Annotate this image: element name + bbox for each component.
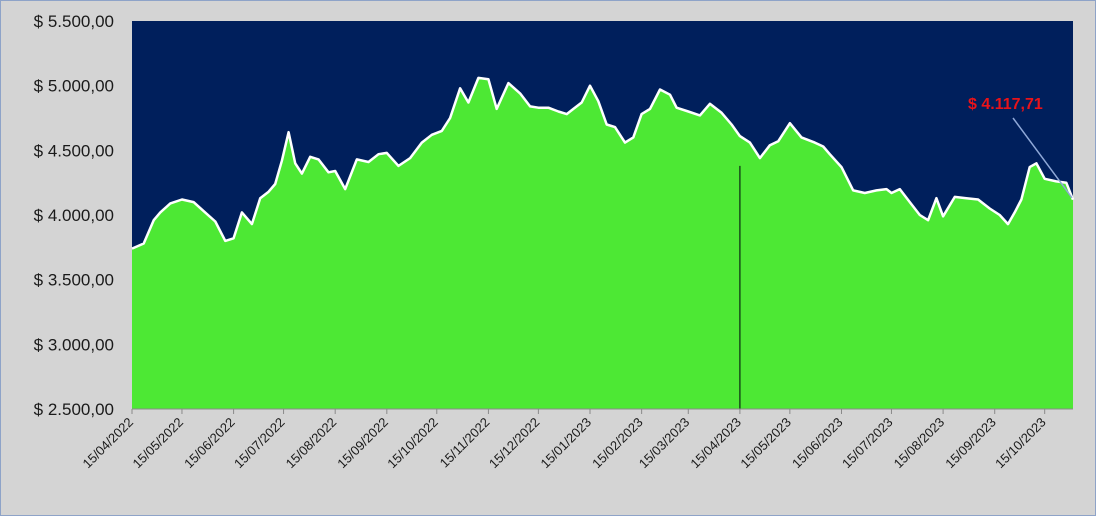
x-tick-label: 15/10/2023: [992, 415, 1049, 472]
x-tick-label: 15/05/2023: [737, 415, 794, 472]
x-tick-label: 15/09/2023: [942, 415, 999, 472]
y-tick-label: $ 4.000,00: [34, 206, 114, 225]
x-tick-label: 15/08/2022: [283, 415, 340, 472]
y-tick-label: $ 4.500,00: [34, 141, 114, 160]
x-tick-label: 15/06/2022: [181, 415, 238, 472]
x-tick-label: 15/12/2022: [486, 415, 543, 472]
price-area-edge: [131, 76, 1075, 250]
x-tick-label: 15/07/2023: [839, 415, 896, 472]
y-axis-ticks: $ 2.500,00 $ 3.000,00 $ 3.500,00 $ 4.000,00…: [34, 12, 114, 419]
y-tick-label: $ 3.000,00: [34, 335, 114, 354]
x-tick-label: 15/06/2023: [789, 415, 846, 472]
x-tick-label: 15/10/2022: [384, 415, 441, 472]
x-tick-label: 15/08/2023: [891, 415, 948, 472]
x-axis-ticks: 15/04/202215/05/202215/06/202215/07/2022…: [79, 409, 1049, 472]
last-value-callout: $ 4.117,71: [968, 96, 1043, 113]
callout-leader-line: [1012, 117, 1073, 199]
y-tick-label: $ 5.500,00: [34, 12, 114, 31]
x-tick-label: 15/11/2022: [437, 415, 493, 471]
price-area-series: [132, 77, 1073, 410]
y-tick-label: $ 5.000,00: [34, 77, 114, 96]
x-tick-label: 15/05/2022: [129, 415, 186, 472]
x-tick-label: 15/04/2022: [79, 415, 136, 472]
x-tick-label: 15/04/2023: [687, 415, 744, 472]
x-tick-label: 15/03/2023: [636, 415, 693, 472]
y-tick-label: $ 2.500,00: [34, 400, 114, 419]
x-tick-label: 15/07/2022: [231, 415, 288, 472]
x-tick-label: 15/01/2023: [538, 415, 595, 472]
y-tick-label: $ 3.500,00: [34, 271, 114, 290]
x-tick-label: 15/09/2022: [334, 415, 391, 472]
